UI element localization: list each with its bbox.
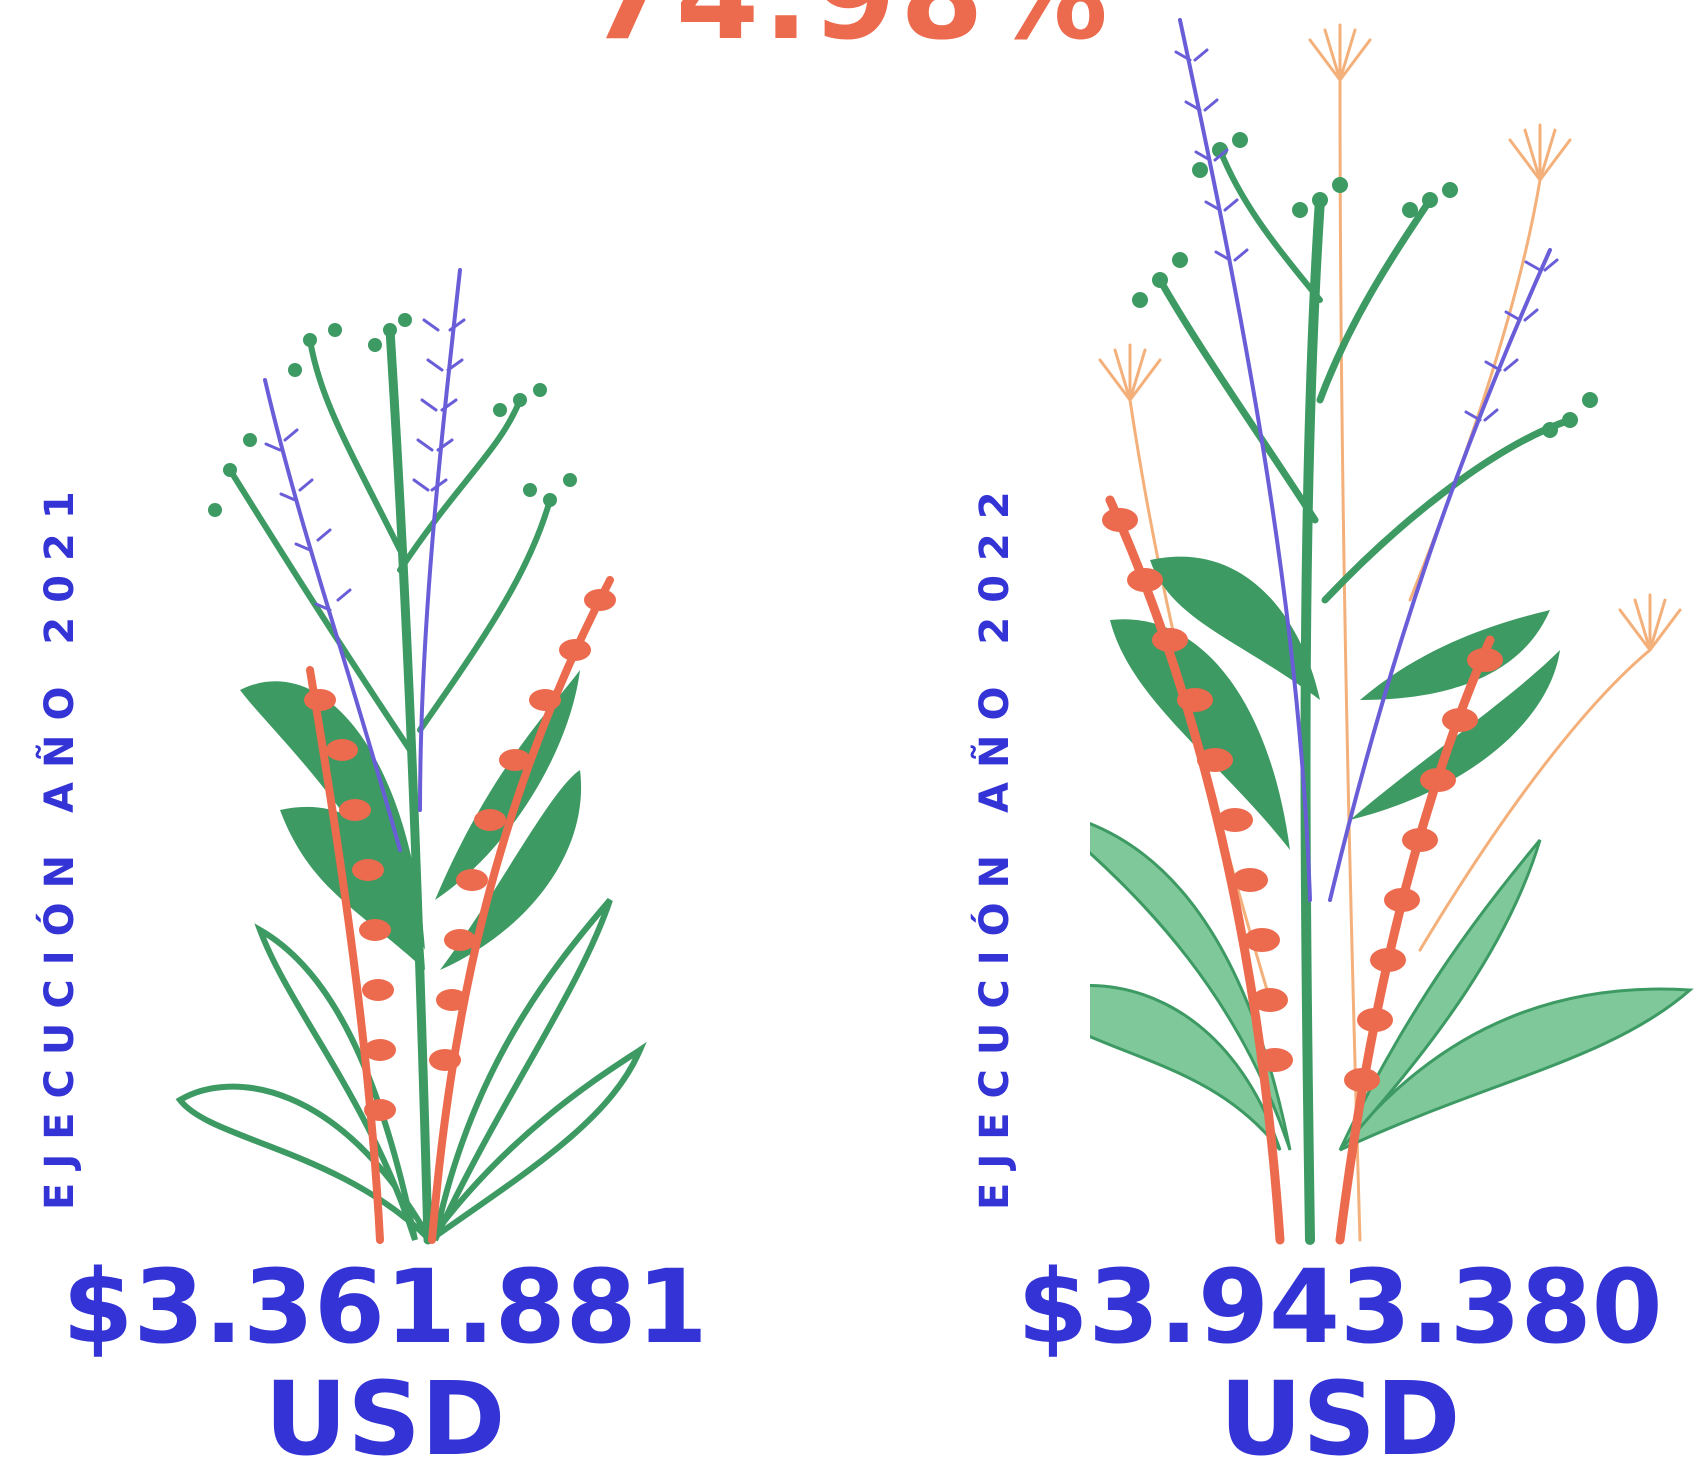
amount-2022: $3.943.380 USD (1000, 1252, 1680, 1476)
panel-2021: EJECUCIÓN AÑO 2021 (0, 0, 850, 1476)
currency-2022: USD (1219, 1360, 1461, 1479)
panel-2022: EJECUCIÓN AÑO 2022 (850, 0, 1700, 1476)
amount-2021: $3.361.881 USD (40, 1252, 730, 1476)
plant-illustration-2022 (1090, 18, 1694, 1245)
year-label-2022: EJECUCIÓN AÑO 2022 (972, 477, 1018, 1210)
headline-percentage: 74.98% (0, 0, 1700, 58)
year-label-2021: EJECUCIÓN AÑO 2021 (37, 477, 83, 1210)
currency-2021: USD (264, 1360, 506, 1479)
plant-illustration-2021 (175, 268, 647, 1245)
amount-value-2022: $3.943.380 (1017, 1248, 1663, 1367)
amount-value-2021: $3.361.881 (62, 1248, 708, 1367)
